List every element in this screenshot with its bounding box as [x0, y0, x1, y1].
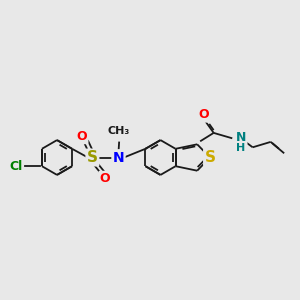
Text: N: N — [236, 131, 246, 144]
Text: CH₃: CH₃ — [108, 126, 130, 136]
Text: O: O — [76, 130, 87, 143]
Text: Cl: Cl — [9, 160, 22, 173]
Text: S: S — [205, 150, 216, 165]
Text: H: H — [236, 143, 245, 153]
Text: O: O — [199, 108, 209, 122]
Text: S: S — [87, 150, 98, 165]
Text: N: N — [113, 151, 124, 164]
Text: O: O — [100, 172, 110, 185]
